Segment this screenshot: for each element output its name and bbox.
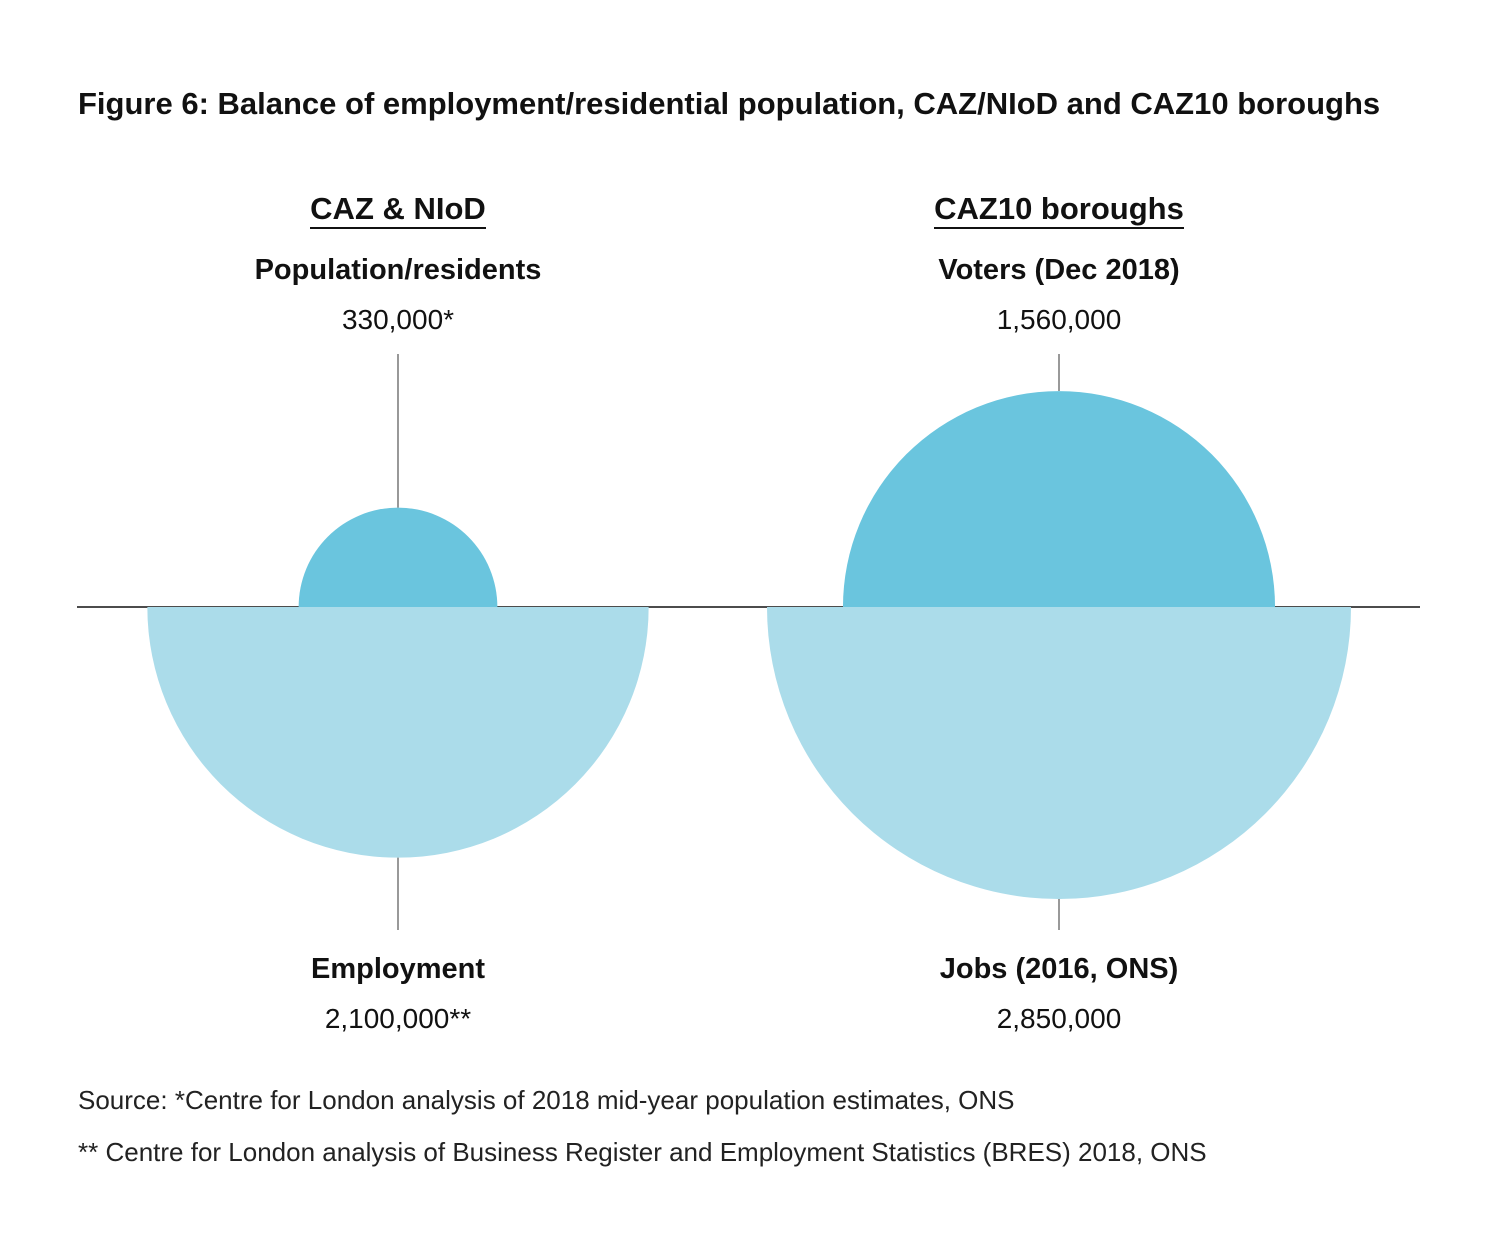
top-series-label: Voters (Dec 2018): [938, 254, 1180, 286]
panel-title-text: CAZ10 boroughs: [934, 191, 1184, 229]
bottom-series-value: 2,850,000: [996, 1003, 1122, 1034]
top-series-value: 1,560,000: [996, 304, 1122, 335]
panel-title: CAZ10 boroughs: [809, 190, 1309, 229]
chart-title: Figure 6: Balance of employment/resident…: [78, 86, 1381, 121]
top-semicircle: [842, 391, 1276, 607]
source-note: Source: *Centre for London analysis of 2…: [78, 1085, 1015, 1115]
top-semicircle: [298, 507, 498, 607]
top-series-label: Population/residents: [254, 254, 542, 286]
bottom-series-value: 2,100,000**: [324, 1003, 472, 1034]
panel-title: CAZ & NIoD: [148, 190, 648, 229]
bottom-series-label: Jobs (2016, ONS): [939, 953, 1179, 985]
top-series-value: 330,000*: [341, 304, 455, 335]
bottom-series-label: Employment: [310, 953, 486, 985]
bottom-semicircle: [767, 607, 1351, 899]
source-note: ** Centre for London analysis of Busines…: [78, 1137, 1207, 1167]
panel-title-text: CAZ & NIoD: [310, 191, 486, 229]
bottom-semicircle: [147, 607, 649, 858]
